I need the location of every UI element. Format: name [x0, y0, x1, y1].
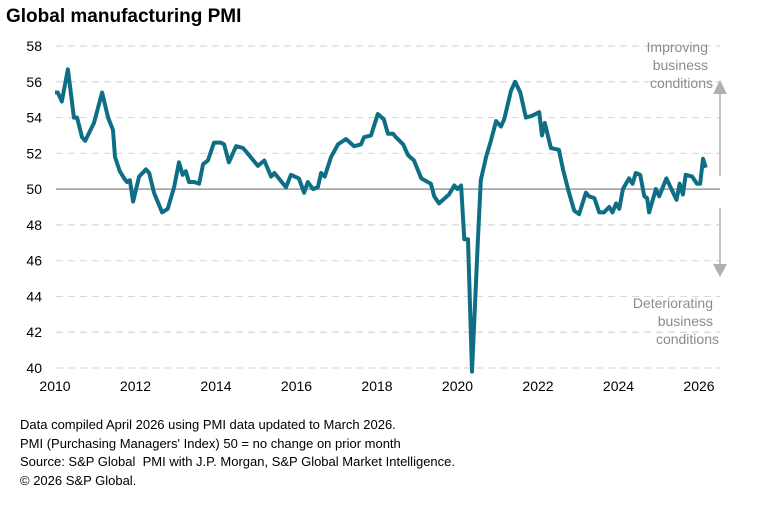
- annotation-down-line: Deteriorating: [633, 295, 713, 311]
- y-tick-label: 58: [26, 38, 42, 54]
- y-tick-label: 54: [26, 110, 42, 126]
- y-tick-label: 42: [26, 324, 42, 340]
- x-tick-label: 2026: [683, 378, 714, 394]
- x-tick-label: 2024: [603, 378, 634, 394]
- x-tick-label: 2022: [522, 378, 553, 394]
- x-tick-label: 2018: [361, 378, 392, 394]
- y-tick-label: 52: [26, 145, 42, 161]
- y-tick-label: 46: [26, 253, 42, 269]
- y-tick-label: 50: [26, 181, 42, 197]
- chart-title: Global manufacturing PMI: [6, 6, 242, 27]
- footnote-line: Source: S&P Global PMI with J.P. Morgan,…: [20, 454, 455, 469]
- footnote-line: PMI (Purchasing Managers' Index) 50 = no…: [20, 435, 401, 451]
- x-tick-label: 2020: [442, 378, 473, 394]
- y-tick-label: 48: [26, 217, 42, 233]
- x-tick-label: 2014: [200, 378, 231, 394]
- y-tick-label: 40: [26, 360, 42, 376]
- annotation-up-line: Improving: [647, 39, 708, 55]
- x-tick-label: 2016: [281, 378, 312, 394]
- annotation-down-line: conditions: [656, 331, 719, 347]
- footnotes: Data compiled April 2026 using PMI data …: [20, 416, 455, 490]
- arrow-up: [713, 80, 727, 176]
- x-tick-label: 2010: [39, 378, 70, 394]
- annotation-up-line: conditions: [650, 75, 713, 91]
- arrow-down: [713, 208, 727, 277]
- pmi-series-line: [55, 67, 708, 374]
- x-tick-label: 2012: [120, 378, 151, 394]
- y-axis: 40 42 44 46 48 50 52 54 56 58: [26, 38, 42, 376]
- footnote-line: © 2026 S&P Global.: [20, 472, 137, 488]
- y-tick-label: 56: [26, 74, 42, 90]
- x-axis: 2010 2012 2014 2016 2018 2020 2022 2024 2026: [39, 378, 714, 394]
- footnote-line: Data compiled April 2026 using PMI data …: [20, 417, 396, 432]
- gridlines: [56, 45, 720, 369]
- y-tick-label: 44: [26, 288, 42, 304]
- annotation-up-line: business: [653, 57, 708, 73]
- annotation-down-line: business: [658, 313, 713, 329]
